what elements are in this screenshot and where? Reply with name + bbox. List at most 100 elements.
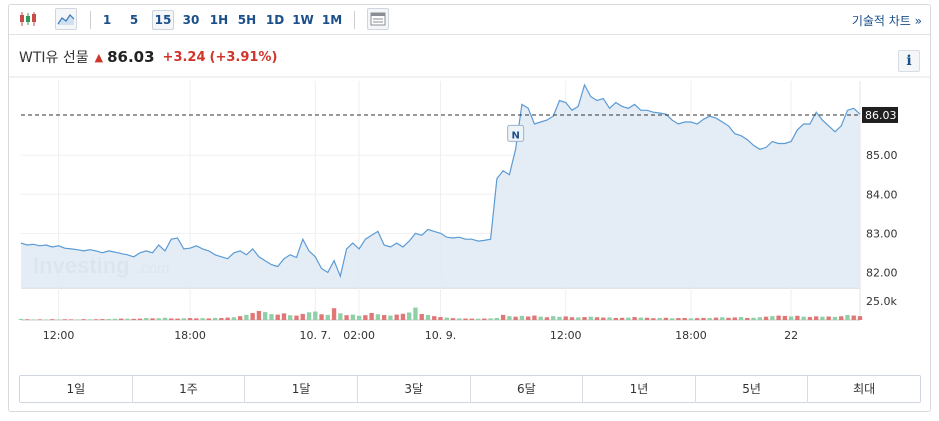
interval-1h[interactable]: 1H — [209, 13, 229, 27]
range-max[interactable]: 최대 — [808, 376, 920, 402]
volume-bar — [225, 317, 230, 320]
range-1d[interactable]: 1일 — [20, 376, 133, 402]
volume-bar — [563, 316, 568, 320]
volume-bar — [494, 317, 500, 320]
x-tick-label: 12:00 — [43, 329, 75, 342]
volume-bar — [175, 318, 180, 320]
interval-30[interactable]: 30 — [182, 13, 200, 27]
range-1y[interactable]: 1년 — [583, 376, 696, 402]
volume-bar — [18, 318, 24, 320]
volume-bar — [87, 319, 93, 320]
y-tick-label: 84.00 — [866, 188, 898, 201]
news-marker[interactable] — [507, 124, 525, 142]
volume-bar — [544, 317, 550, 320]
volume-bar — [857, 316, 863, 320]
toolbar-divider — [90, 11, 91, 29]
interval-5[interactable]: 5 — [129, 13, 139, 27]
volume-bar — [732, 317, 737, 320]
volume-bar — [156, 318, 161, 320]
chart-widget: 1 5 15 30 1H 5H 1D 1W 1M 기술적 차트 » WTI유 선… — [8, 4, 931, 412]
volume-bar — [344, 315, 349, 320]
volume-bar — [356, 315, 362, 320]
volume-bar — [219, 318, 224, 320]
price-chart: Investing.com86.0385.0084.0083.0082.0025… — [9, 76, 930, 342]
volume-bar — [713, 317, 719, 320]
volume-bar — [106, 318, 111, 320]
interval-15[interactable]: 15 — [152, 10, 174, 30]
volume-bar — [720, 317, 725, 320]
volume-bar — [438, 317, 443, 320]
volume-bar — [488, 318, 493, 320]
x-tick-label: 18:00 — [174, 329, 206, 342]
volume-bar — [582, 317, 587, 320]
table-icon[interactable] — [367, 8, 389, 30]
range-3m[interactable]: 3달 — [357, 376, 471, 402]
technical-chart-link[interactable]: 기술적 차트 » — [851, 14, 922, 28]
volume-bar — [37, 319, 42, 320]
volume-bar — [413, 307, 418, 320]
volume-bar — [325, 314, 330, 320]
interval-1w[interactable]: 1W — [292, 13, 314, 27]
volume-bar — [407, 312, 412, 320]
volume-bar — [745, 317, 750, 320]
volume-bar — [131, 318, 136, 320]
volume-bar — [432, 316, 437, 320]
range-1w[interactable]: 1주 — [132, 376, 246, 402]
current-price-badge — [862, 106, 898, 123]
range-selector: 1일 1주 1달 3달 6달 1년 5년 최대 — [19, 375, 921, 403]
volume-bar — [851, 315, 856, 320]
volume-bar — [162, 317, 168, 320]
candlestick-icon[interactable] — [17, 8, 39, 30]
volume-bar — [288, 315, 293, 320]
volume-bar — [338, 313, 343, 320]
volume-bar — [594, 317, 600, 320]
toolbar-divider — [354, 11, 355, 29]
volume-bar — [419, 314, 424, 320]
range-5y[interactable]: 5년 — [695, 376, 809, 402]
info-button[interactable]: i — [898, 50, 920, 72]
volume-bar — [119, 318, 124, 320]
volume-bar — [281, 313, 287, 320]
volume-bar — [187, 318, 193, 320]
volume-bar — [588, 316, 593, 320]
volume-bar — [25, 319, 30, 320]
instrument-name: WTI유 선물 — [19, 50, 89, 66]
volume-bar — [381, 315, 387, 320]
volume-bar — [231, 317, 237, 320]
up-arrow-icon: ▲ — [94, 50, 104, 64]
volume-bar — [795, 315, 800, 320]
x-tick-label: 22 — [784, 329, 798, 342]
current-price-label: 86.03 — [865, 109, 897, 122]
volume-bar — [100, 319, 105, 320]
interval-5h[interactable]: 5H — [237, 13, 257, 27]
volume-bar — [194, 318, 199, 320]
volume-bar — [820, 316, 825, 320]
volume-bar — [269, 314, 274, 320]
area-chart-icon[interactable] — [55, 8, 77, 30]
range-1m[interactable]: 1달 — [245, 376, 358, 402]
volume-bar — [144, 317, 149, 320]
volume-bar — [845, 315, 850, 320]
volume-bar — [394, 314, 399, 320]
volume-bar — [425, 315, 431, 320]
volume-bar — [263, 312, 268, 320]
volume-bar — [638, 317, 644, 320]
volume-bar — [757, 317, 762, 320]
volume-bar — [701, 317, 706, 320]
volume-bar — [500, 314, 506, 320]
volume-bar — [813, 316, 819, 320]
interval-1m[interactable]: 1M — [321, 13, 343, 27]
interval-1[interactable]: 1 — [102, 13, 112, 27]
volume-bar — [75, 319, 80, 320]
volume-bar — [375, 314, 381, 320]
volume-bar — [613, 317, 618, 320]
range-6m[interactable]: 6달 — [470, 376, 584, 402]
volume-bar — [688, 318, 694, 320]
volume-bar — [532, 315, 537, 320]
y-tick-label: 82.00 — [866, 266, 898, 279]
interval-1d[interactable]: 1D — [265, 13, 285, 27]
volume-bar — [200, 318, 205, 320]
volume-bar — [363, 315, 368, 320]
last-price: 86.03 — [107, 48, 155, 66]
volume-bar — [551, 316, 556, 320]
